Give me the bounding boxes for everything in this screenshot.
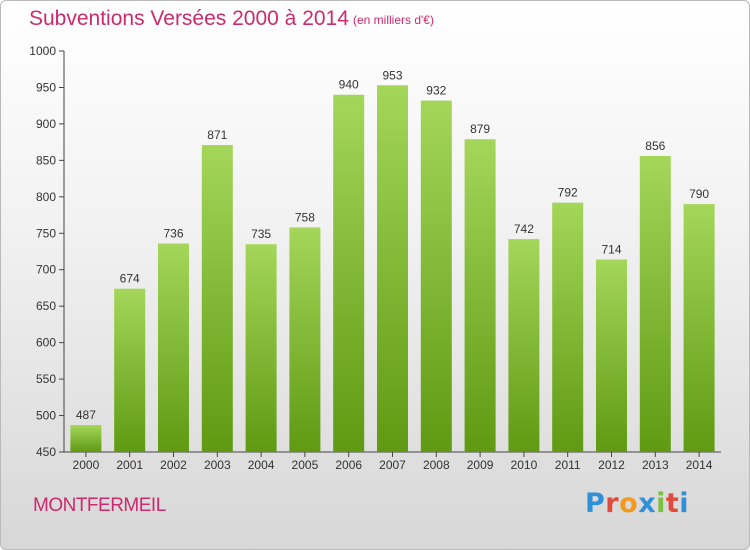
y-tick-label: 950 <box>36 80 56 94</box>
bar <box>114 288 146 452</box>
y-tick-label: 500 <box>36 409 56 423</box>
x-tick-label: 2003 <box>204 458 231 472</box>
bar-value-label: 735 <box>251 227 271 241</box>
bar-value-label: 871 <box>207 128 227 142</box>
bar <box>596 259 627 452</box>
bar-value-label: 714 <box>601 243 621 257</box>
bar <box>639 155 671 453</box>
bar-value-label: 879 <box>470 122 490 136</box>
logo-letter: o <box>619 488 639 519</box>
bar-value-label: 487 <box>76 408 96 422</box>
x-tick-label: 2006 <box>335 458 362 472</box>
bars <box>70 85 715 453</box>
x-tick-label: 2012 <box>598 458 625 472</box>
bar <box>70 425 102 452</box>
data-labels: 487 674 736 871 735 758 940 953 932 879 742 792 714 8… <box>76 68 710 422</box>
x-tick-label: 2001 <box>116 458 143 472</box>
bar <box>420 100 452 452</box>
bar-value-label: 758 <box>295 210 315 224</box>
y-tick-label: 850 <box>36 153 56 167</box>
x-tick-label: 2002 <box>160 458 187 472</box>
bar-value-label: 856 <box>645 139 665 153</box>
x-tick-label: 2005 <box>292 458 319 472</box>
proxiti-logo: Proxiti <box>585 488 689 519</box>
bar-value-label: 790 <box>689 187 709 201</box>
x-tick-label: 2014 <box>686 458 713 472</box>
bar-value-label: 940 <box>339 78 359 92</box>
bar <box>377 85 408 452</box>
bar <box>201 145 233 452</box>
logo-letter: P <box>585 488 606 519</box>
x-tick-label: 2008 <box>423 458 450 472</box>
y-tick-label: 900 <box>36 117 56 131</box>
x-tick-label: 2000 <box>73 458 100 472</box>
logo-letter: i <box>679 488 690 519</box>
bar <box>683 204 715 452</box>
x-tick-label: 2007 <box>379 458 406 472</box>
bar <box>508 239 540 452</box>
x-tick-label: 2010 <box>511 458 538 472</box>
bar <box>158 243 189 452</box>
commune-name: MONTFERMEIL <box>33 495 166 516</box>
logo-letter: t <box>665 488 680 519</box>
y-tick-label: 600 <box>36 336 56 350</box>
unit-note: (en milliers d'€) <box>353 13 434 27</box>
y-tick-label: 700 <box>36 263 56 277</box>
y-tick-label: 1000 <box>29 44 56 58</box>
bar-value-label: 792 <box>558 186 578 200</box>
x-tick-label: 2013 <box>642 458 669 472</box>
bar-value-label: 932 <box>426 84 446 98</box>
bar <box>333 94 365 452</box>
y-tick-label: 650 <box>36 299 56 313</box>
y-tick-label: 750 <box>36 226 56 240</box>
logo-letter: x <box>638 488 657 519</box>
x-tick-label: 2011 <box>555 458 581 472</box>
logo-letter: i <box>656 488 666 519</box>
bar <box>464 139 496 452</box>
bar <box>245 244 277 452</box>
bar-value-label: 953 <box>382 68 402 82</box>
x-tick-label: 2009 <box>467 458 494 472</box>
x-tick-label: 2004 <box>248 458 275 472</box>
logo-letter: r <box>605 488 620 519</box>
chart-title: Subventions Versées 2000 à 2014 <box>29 7 349 30</box>
bar <box>289 227 321 452</box>
bar-value-label: 674 <box>120 272 140 286</box>
y-tick-label: 800 <box>36 190 56 204</box>
y-tick-label: 550 <box>36 372 56 386</box>
bar-value-label: 736 <box>163 226 183 240</box>
bar <box>552 202 584 452</box>
y-tick-label: 450 <box>36 445 56 459</box>
bar-value-label: 742 <box>514 222 534 236</box>
